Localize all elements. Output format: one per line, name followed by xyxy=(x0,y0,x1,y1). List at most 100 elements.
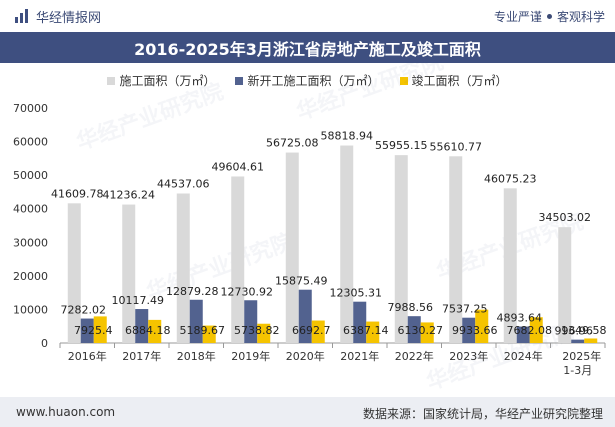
y-tick-label: 40000 xyxy=(13,203,48,216)
slogan-right: 客观科学 xyxy=(556,10,605,24)
bar-3 xyxy=(257,323,271,343)
x-tick-label: 2020年 xyxy=(286,349,325,363)
legend-label-series1: 施工面积（万㎡） xyxy=(119,74,216,88)
data-label-series1: 41236.24 xyxy=(103,189,156,202)
bar-1 xyxy=(67,203,81,343)
y-tick-label: 10000 xyxy=(13,303,48,316)
data-label-series2: 7988.56 xyxy=(388,301,434,314)
chart-title: 2016-2025年3月浙江省房地产施工及竣工面积 xyxy=(0,32,615,63)
data-label-series3: 5738.82 xyxy=(234,324,280,337)
legend-item-series1: 施工面积（万㎡） xyxy=(107,72,215,89)
bar-chart: 华经产业研究院华经产业研究院华经产业研究院华经产业研究院华经产业研究院01000… xyxy=(13,49,607,396)
bar-1 xyxy=(503,188,517,343)
watermark-text: 华经产业研究院 xyxy=(293,49,447,126)
footer-website-link[interactable]: www.huaon.com xyxy=(16,405,116,419)
data-label-series1: 56725.08 xyxy=(266,137,319,150)
data-label-series3: 7682.08 xyxy=(507,324,553,337)
data-label-series3: 9933.66 xyxy=(452,324,498,337)
y-tick-label: 30000 xyxy=(13,236,48,249)
x-tick-label: 2018年 xyxy=(177,349,216,363)
bar-1 xyxy=(285,152,299,343)
brand[interactable]: 华经情报网 xyxy=(14,7,102,26)
data-label-series3: 6692.7 xyxy=(292,324,331,337)
data-label-series2: 12730.92 xyxy=(221,285,274,298)
data-label-series2: 12305.31 xyxy=(330,287,383,300)
brand-logo-icon xyxy=(15,9,28,23)
data-label-series1: 44537.06 xyxy=(157,177,210,190)
data-label-series3: 5189.67 xyxy=(180,324,226,337)
x-tick-label: 2023年 xyxy=(449,349,488,363)
bar-2 xyxy=(244,300,258,343)
data-label-series1: 34503.02 xyxy=(539,211,592,224)
data-label-series2: 15875.49 xyxy=(275,275,328,288)
legend-item-series2: 新开工施工面积（万㎡） xyxy=(235,72,380,89)
top-bar: 华经情报网 专业严谨 客观科学 xyxy=(0,0,615,32)
data-label-series2: 996.96 xyxy=(555,325,594,338)
legend-item-series3: 竣工面积（万㎡） xyxy=(399,72,508,89)
bar-3 xyxy=(148,319,162,343)
data-label-series1: 58818.94 xyxy=(321,130,374,143)
x-tick-label: 2024年 xyxy=(504,349,543,363)
data-label-series2: 7537.25 xyxy=(442,303,488,316)
x-tick-label: 2021年 xyxy=(340,349,379,363)
bar-1 xyxy=(394,155,408,343)
bar-2 xyxy=(516,326,530,343)
x-tick-label: 1-3月 xyxy=(563,364,592,377)
data-label-series3: 7925.4 xyxy=(74,324,113,337)
y-tick-label: 20000 xyxy=(13,270,48,283)
bar-2 xyxy=(80,318,94,343)
legend: 施工面积（万㎡） 新开工施工面积（万㎡） 竣工面积（万㎡） xyxy=(0,72,615,89)
brand-name: 华经情报网 xyxy=(36,10,102,26)
legend-label-series3: 竣工面积（万㎡） xyxy=(411,74,508,88)
legend-label-series2: 新开工施工面积（万㎡） xyxy=(247,74,380,88)
data-label-series2: 7282.02 xyxy=(61,304,107,317)
bar-3 xyxy=(366,321,380,343)
bar-3 xyxy=(529,317,543,343)
data-label-series3: 6387.14 xyxy=(343,324,389,337)
bar-3 xyxy=(311,320,325,343)
y-tick-label: 70000 xyxy=(13,102,48,115)
bar-3 xyxy=(420,322,434,343)
data-label-series2: 12879.28 xyxy=(166,285,219,298)
data-label-series1: 55955.15 xyxy=(375,139,428,152)
bar-3 xyxy=(202,325,216,343)
bar-1 xyxy=(340,145,354,343)
data-label-series1: 46075.23 xyxy=(484,172,537,185)
bar-3 xyxy=(475,309,489,343)
bar-2 xyxy=(353,301,367,343)
separator-dot-icon xyxy=(546,14,552,19)
footer: www.huaon.com 数据来源：国家统计局，华经产业研究院整理 xyxy=(0,397,615,427)
bar-2 xyxy=(462,317,476,343)
bar-1 xyxy=(558,227,572,343)
x-tick-label: 2016年 xyxy=(68,349,107,363)
x-tick-label: 2019年 xyxy=(231,349,270,363)
y-tick-label: 0 xyxy=(41,337,48,350)
data-label-series3: 6884.18 xyxy=(125,324,171,337)
bar-1 xyxy=(449,156,463,343)
y-tick-label: 50000 xyxy=(13,169,48,182)
legend-swatch-series1 xyxy=(107,76,116,85)
bar-2 xyxy=(298,289,312,343)
x-tick-label: 2022年 xyxy=(395,349,434,363)
data-label-series3: 6130.27 xyxy=(398,324,444,337)
watermark-text: 华经产业研究院 xyxy=(73,79,227,156)
bar-3 xyxy=(584,338,598,343)
data-label-series2: 10117.49 xyxy=(112,294,165,307)
bar-1 xyxy=(176,193,190,343)
data-label-series2: 4893.64 xyxy=(497,312,543,325)
slogan: 专业严谨 客观科学 xyxy=(494,8,605,25)
x-tick-label: 2025年 xyxy=(562,349,601,363)
bar-2 xyxy=(135,309,149,343)
bar-2 xyxy=(189,299,203,343)
bar-2 xyxy=(407,316,421,343)
bar-2 xyxy=(571,339,585,343)
data-label-series1: 55610.77 xyxy=(430,140,483,153)
legend-swatch-series2 xyxy=(235,76,244,85)
bar-1 xyxy=(122,204,136,343)
footer-source: 数据来源：国家统计局，华经产业研究院整理 xyxy=(362,407,603,421)
data-label-series1: 41609.78 xyxy=(51,187,104,200)
bar-3 xyxy=(93,316,107,343)
x-tick-label: 2017年 xyxy=(122,349,161,363)
legend-swatch-series3 xyxy=(399,76,408,85)
data-label-series1: 49604.61 xyxy=(212,160,265,173)
